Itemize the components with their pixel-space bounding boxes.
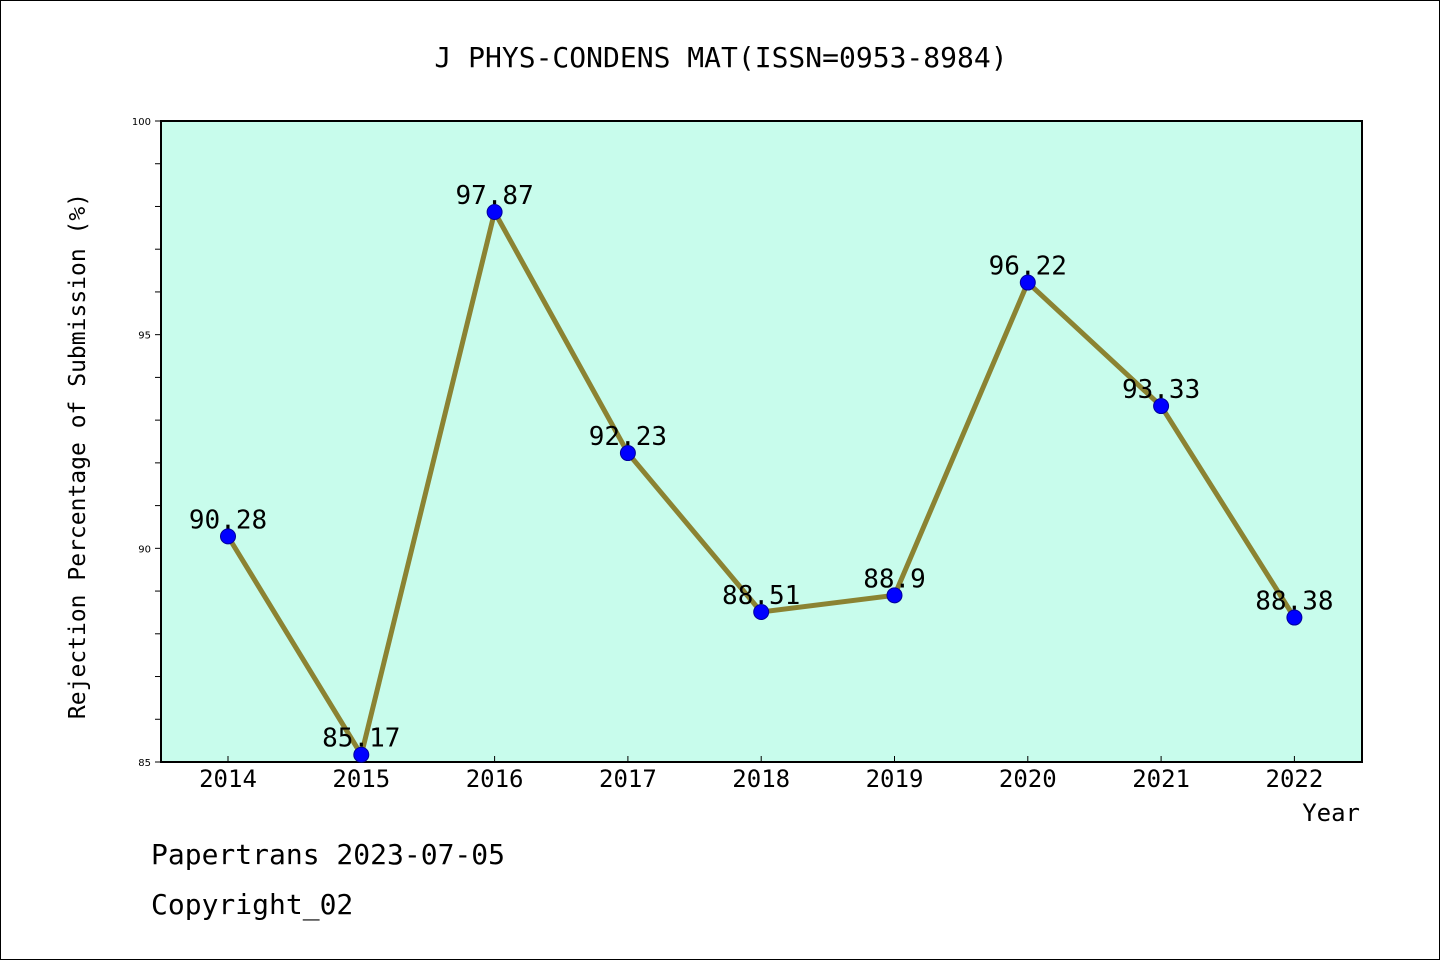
data-label: 90.28	[189, 505, 267, 535]
data-point	[753, 604, 770, 621]
data-point	[1019, 274, 1036, 291]
x-tick-label: 2019	[866, 765, 924, 793]
x-tick-label: 2016	[466, 765, 524, 793]
data-point	[1153, 398, 1170, 415]
series-markers	[220, 204, 1303, 763]
x-tick-label: 2020	[999, 765, 1057, 793]
y-tick-label: 95	[138, 331, 151, 342]
y-tick-label: 90	[138, 544, 151, 555]
footer-date: Papertrans 2023-07-05	[151, 838, 505, 871]
footer-copyright: Copyright_02	[151, 888, 353, 922]
data-label: 93.33	[1122, 375, 1200, 405]
y-axis-label: Rejection Percentage of Submission (%)	[65, 193, 91, 719]
data-point	[886, 587, 903, 604]
y-tick-label: 85	[138, 758, 151, 769]
data-point	[220, 528, 236, 545]
x-tick-label: 2021	[1132, 765, 1190, 793]
data-point	[486, 204, 503, 221]
data-label: 88.38	[1255, 587, 1333, 617]
x-tick-label: 2015	[332, 765, 390, 793]
data-labels: 90.28 85.17 97.87 92.23 88.51 88.9 96.22 93.33 8…	[189, 181, 1334, 754]
data-point	[619, 445, 636, 462]
y-axis: 85 90 95 100	[132, 117, 161, 769]
x-tick-label: 2022	[1266, 765, 1324, 793]
y-tick-label: 100	[132, 117, 151, 128]
data-label: 88.9	[863, 564, 926, 594]
x-axis: 2014 2015 2016 2017 2018 2019 2020 2021 2022	[199, 756, 1323, 793]
plot-area	[160, 120, 1363, 763]
data-label: 85.17	[322, 724, 400, 754]
x-tick-label: 2014	[199, 765, 257, 793]
data-point	[353, 746, 370, 763]
data-label: 88.51	[722, 581, 800, 611]
chart-title: J PHYS-CONDENS MAT(ISSN=0953-8984)	[434, 41, 1007, 74]
data-label: 96.22	[989, 252, 1067, 282]
x-tick-label: 2018	[732, 765, 790, 793]
data-point	[1286, 609, 1303, 626]
data-label: 97.87	[455, 181, 533, 211]
x-tick-label: 2017	[599, 765, 657, 793]
x-axis-label: Year	[1302, 799, 1360, 827]
data-label: 92.23	[589, 422, 667, 452]
